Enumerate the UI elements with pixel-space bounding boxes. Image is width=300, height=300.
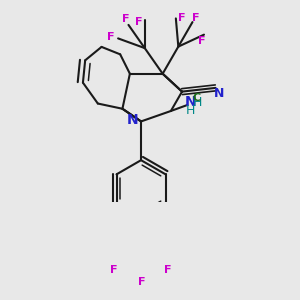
Text: H: H: [193, 95, 202, 109]
Text: F: F: [193, 14, 200, 23]
Text: F: F: [198, 36, 206, 46]
Text: F: F: [122, 14, 130, 24]
Text: C: C: [193, 93, 201, 103]
Text: F: F: [107, 32, 114, 42]
Text: F: F: [164, 265, 172, 275]
Text: H: H: [186, 104, 195, 118]
Text: F: F: [178, 14, 186, 23]
Text: N: N: [184, 95, 196, 109]
Text: F: F: [135, 17, 142, 27]
Text: F: F: [110, 265, 118, 275]
Text: N: N: [214, 87, 224, 100]
Text: N: N: [126, 113, 138, 127]
Text: F: F: [138, 278, 146, 287]
